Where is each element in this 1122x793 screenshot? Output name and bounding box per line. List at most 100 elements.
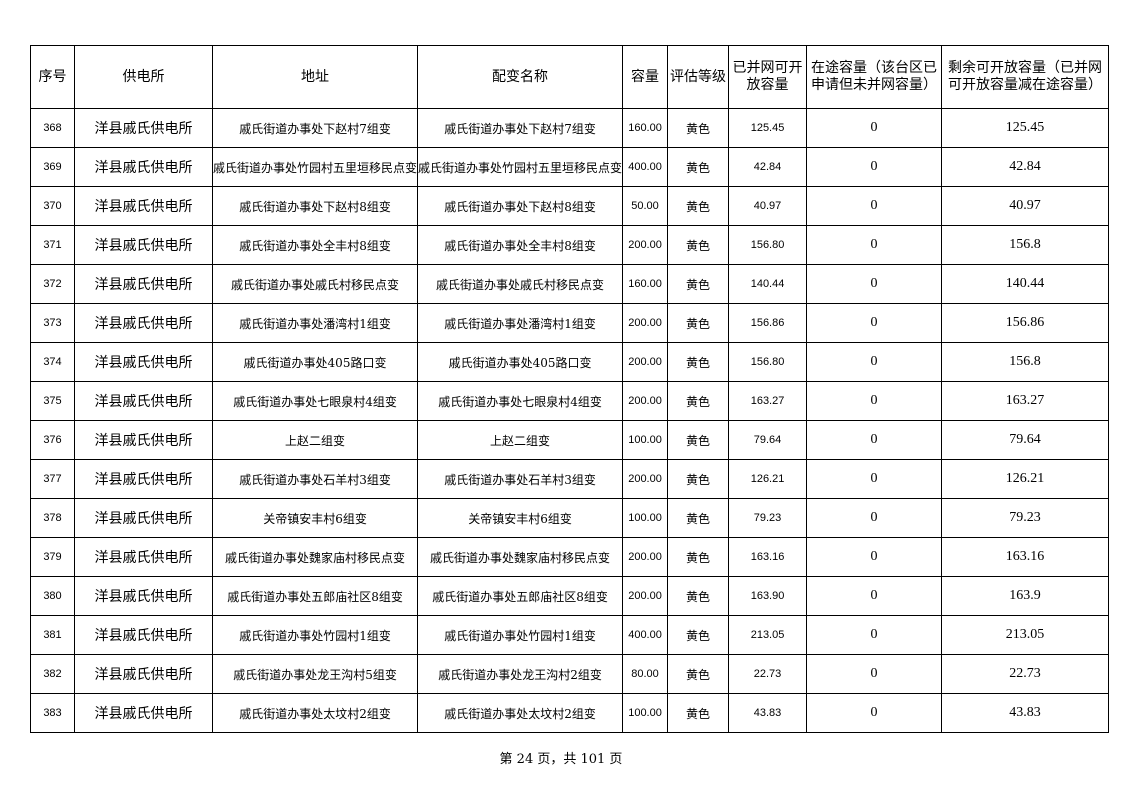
cell-in-transit-capacity: 0: [806, 498, 943, 538]
cell-address: 戚氏街道办事处七眼泉村4组变: [211, 381, 419, 421]
cell-transformer-name: 戚氏街道办事处405路口变: [417, 342, 624, 382]
cell-grid-open-capacity: 42.84: [728, 147, 808, 187]
cell-remaining-capacity: 43.83: [941, 693, 1110, 733]
cell-rating: 黄色: [667, 537, 730, 577]
cell-supply-station: 洋县戚氏供电所: [74, 225, 213, 265]
cell-index: 368: [30, 108, 75, 148]
cell-capacity: 160.00: [622, 264, 669, 304]
cell-address: 戚氏街道办事处戚氏村移民点变: [211, 264, 419, 304]
cell-supply-station: 洋县戚氏供电所: [74, 303, 213, 343]
cell-remaining-capacity: 163.16: [941, 537, 1110, 577]
cell-index: 375: [30, 381, 75, 421]
cell-supply-station: 洋县戚氏供电所: [74, 498, 213, 538]
cell-rating: 黄色: [667, 498, 730, 538]
cell-rating: 黄色: [667, 147, 730, 187]
table-row: 383 洋县戚氏供电所 戚氏街道办事处太坟村2组变 戚氏街道办事处太坟村2组变 100.…: [30, 693, 1110, 733]
cell-address: 戚氏街道办事处下赵村8组变: [211, 186, 419, 226]
cell-rating: 黄色: [667, 693, 730, 733]
cell-index: 370: [30, 186, 75, 226]
cell-in-transit-capacity: 0: [806, 420, 943, 460]
cell-transformer-name: 戚氏街道办事处魏家庙村移民点变: [417, 537, 624, 577]
cell-grid-open-capacity: 213.05: [728, 615, 808, 655]
cell-capacity: 400.00: [622, 147, 669, 187]
table-row: 381 洋县戚氏供电所 戚氏街道办事处竹园村1组变 戚氏街道办事处竹园村1组变 400.…: [30, 615, 1110, 655]
cell-capacity: 100.00: [622, 693, 669, 733]
cell-index: 371: [30, 225, 75, 265]
cell-capacity: 400.00: [622, 615, 669, 655]
cell-capacity: 50.00: [622, 186, 669, 226]
table-row: 371 洋县戚氏供电所 戚氏街道办事处全丰村8组变 戚氏街道办事处全丰村8组变 200.…: [30, 225, 1110, 265]
table-row: 374 洋县戚氏供电所 戚氏街道办事处405路口变 戚氏街道办事处405路口变 200.…: [30, 342, 1110, 382]
cell-index: 372: [30, 264, 75, 304]
cell-transformer-name: 戚氏街道办事处下赵村8组变: [417, 186, 624, 226]
cell-supply-station: 洋县戚氏供电所: [74, 654, 213, 694]
cell-index: 382: [30, 654, 75, 694]
header-rating: 评估等级: [667, 45, 730, 109]
cell-rating: 黄色: [667, 225, 730, 265]
cell-grid-open-capacity: 140.44: [728, 264, 808, 304]
cell-index: 374: [30, 342, 75, 382]
table-row: 376 洋县戚氏供电所 上赵二组变 上赵二组变 100.00 黄色 79.64 0 79.64: [30, 420, 1110, 460]
cell-address: 戚氏街道办事处下赵村7组变: [211, 108, 419, 148]
header-grid-open-capacity: 已并网可开放容量: [728, 45, 808, 109]
cell-grid-open-capacity: 163.90: [728, 576, 808, 616]
table-row: 375 洋县戚氏供电所 戚氏街道办事处七眼泉村4组变 戚氏街道办事处七眼泉村4组变 20…: [30, 381, 1110, 421]
cell-grid-open-capacity: 79.64: [728, 420, 808, 460]
cell-address: 上赵二组变: [211, 420, 419, 460]
cell-capacity: 200.00: [622, 381, 669, 421]
cell-supply-station: 洋县戚氏供电所: [74, 693, 213, 733]
cell-in-transit-capacity: 0: [806, 303, 943, 343]
cell-in-transit-capacity: 0: [806, 693, 943, 733]
cell-rating: 黄色: [667, 303, 730, 343]
cell-transformer-name: 戚氏街道办事处竹园村1组变: [417, 615, 624, 655]
cell-remaining-capacity: 79.64: [941, 420, 1110, 460]
cell-grid-open-capacity: 40.97: [728, 186, 808, 226]
cell-grid-open-capacity: 79.23: [728, 498, 808, 538]
cell-supply-station: 洋县戚氏供电所: [74, 615, 213, 655]
cell-supply-station: 洋县戚氏供电所: [74, 420, 213, 460]
cell-in-transit-capacity: 0: [806, 225, 943, 265]
cell-transformer-name: 上赵二组变: [417, 420, 624, 460]
cell-supply-station: 洋县戚氏供电所: [74, 537, 213, 577]
cell-capacity: 200.00: [622, 225, 669, 265]
cell-capacity: 100.00: [622, 498, 669, 538]
cell-in-transit-capacity: 0: [806, 615, 943, 655]
cell-remaining-capacity: 156.8: [941, 342, 1110, 382]
cell-index: 369: [30, 147, 75, 187]
cell-rating: 黄色: [667, 264, 730, 304]
cell-remaining-capacity: 163.9: [941, 576, 1110, 616]
cell-rating: 黄色: [667, 342, 730, 382]
cell-index: 377: [30, 459, 75, 499]
cell-rating: 黄色: [667, 654, 730, 694]
cell-supply-station: 洋县戚氏供电所: [74, 459, 213, 499]
table-row: 372 洋县戚氏供电所 戚氏街道办事处戚氏村移民点变 戚氏街道办事处戚氏村移民点变 16…: [30, 264, 1110, 304]
cell-capacity: 200.00: [622, 459, 669, 499]
cell-rating: 黄色: [667, 576, 730, 616]
cell-address: 戚氏街道办事处潘湾村1组变: [211, 303, 419, 343]
cell-capacity: 100.00: [622, 420, 669, 460]
table-row: 368 洋县戚氏供电所 戚氏街道办事处下赵村7组变 戚氏街道办事处下赵村7组变 160.…: [30, 108, 1110, 148]
cell-remaining-capacity: 126.21: [941, 459, 1110, 499]
cell-grid-open-capacity: 43.83: [728, 693, 808, 733]
cell-supply-station: 洋县戚氏供电所: [74, 264, 213, 304]
cell-grid-open-capacity: 125.45: [728, 108, 808, 148]
cell-in-transit-capacity: 0: [806, 186, 943, 226]
cell-rating: 黄色: [667, 459, 730, 499]
cell-grid-open-capacity: 156.80: [728, 342, 808, 382]
cell-address: 戚氏街道办事处石羊村3组变: [211, 459, 419, 499]
cell-in-transit-capacity: 0: [806, 342, 943, 382]
cell-index: 378: [30, 498, 75, 538]
cell-in-transit-capacity: 0: [806, 459, 943, 499]
cell-address: 戚氏街道办事处405路口变: [211, 342, 419, 382]
cell-in-transit-capacity: 0: [806, 576, 943, 616]
cell-capacity: 200.00: [622, 303, 669, 343]
cell-supply-station: 洋县戚氏供电所: [74, 576, 213, 616]
header-address: 地址: [211, 45, 419, 109]
cell-capacity: 160.00: [622, 108, 669, 148]
cell-remaining-capacity: 213.05: [941, 615, 1110, 655]
header-row: 序号 供电所 地址 配变名称 容量 评估等级 已并网可开放容量 在途容量（该台区已申请但未并网…: [30, 45, 1110, 109]
header-supply-station: 供电所: [74, 45, 213, 109]
table-row: 379 洋县戚氏供电所 戚氏街道办事处魏家庙村移民点变 戚氏街道办事处魏家庙村移民点变…: [30, 537, 1110, 577]
cell-rating: 黄色: [667, 615, 730, 655]
cell-rating: 黄色: [667, 186, 730, 226]
